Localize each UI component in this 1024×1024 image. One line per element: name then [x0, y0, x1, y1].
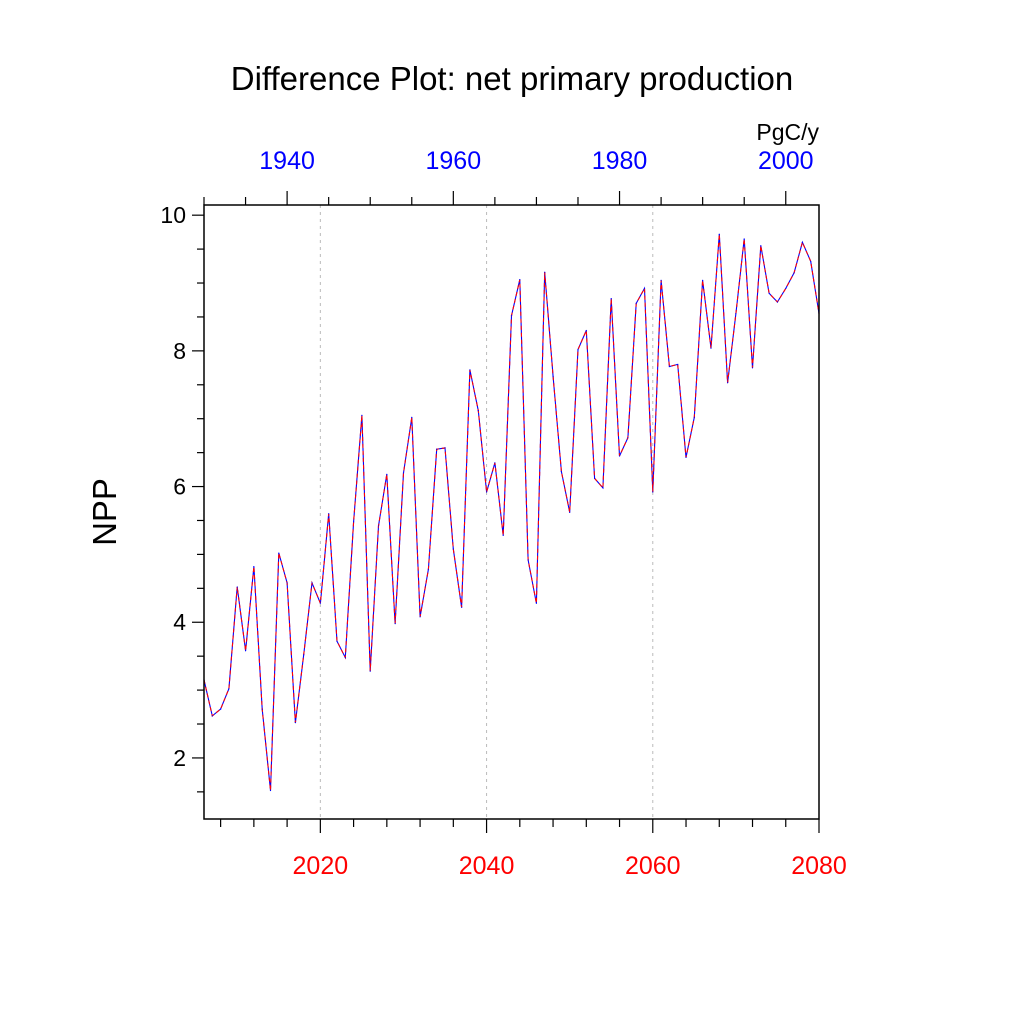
data-point [477, 409, 479, 412]
y-tick-label: 6 [173, 474, 186, 500]
data-point [286, 582, 288, 584]
x-top-tick-label: 1940 [259, 147, 315, 175]
y-tick-label: 2 [173, 745, 186, 771]
data-point [726, 382, 729, 384]
data-point [361, 414, 363, 416]
data-point [801, 241, 803, 243]
y-tick-label: 10 [160, 202, 186, 228]
data-point [336, 640, 338, 642]
x-bottom-tick-label: 2040 [459, 852, 515, 880]
data-point [627, 437, 629, 439]
data-point [602, 487, 604, 489]
data-point [328, 513, 330, 515]
data-point [278, 552, 280, 554]
data-point [211, 715, 213, 717]
data-point [760, 245, 762, 247]
data-point [693, 416, 695, 418]
data-point [236, 586, 238, 588]
data-point [527, 559, 529, 561]
plot-frame [203, 204, 820, 820]
data-point [560, 471, 562, 473]
data-point [652, 491, 654, 493]
x-top-tick-label: 1980 [592, 147, 648, 175]
data-point [303, 654, 305, 656]
chart-title: Difference Plot: net primary production [231, 60, 794, 97]
data-point [535, 602, 538, 604]
data-point [436, 448, 438, 450]
data-point [594, 477, 596, 480]
axis-ticks [192, 191, 820, 833]
data-point [577, 348, 579, 351]
series-lines [203, 233, 820, 792]
data-point [810, 260, 812, 262]
data-point [710, 347, 712, 349]
data-point [569, 511, 571, 513]
x-top-tick-label: 1960 [426, 147, 482, 175]
data-point [668, 365, 671, 368]
data-point [685, 456, 687, 458]
data-point [502, 534, 504, 537]
x-bottom-tick-label: 2080 [791, 852, 847, 880]
data-point [369, 670, 371, 672]
data-point [311, 582, 313, 584]
x-top-tick-label: 2000 [758, 147, 814, 175]
data-point [352, 521, 355, 523]
x-bottom-tick-label: 2060 [625, 852, 681, 880]
data-point [452, 548, 454, 550]
data-point [377, 525, 380, 527]
data-point [751, 367, 754, 369]
grid-lines [319, 205, 654, 819]
data-point [244, 650, 247, 652]
data-point [344, 656, 346, 659]
data-point [469, 369, 471, 371]
data-point [386, 473, 388, 475]
data-point [294, 722, 297, 724]
data-point [485, 491, 488, 493]
data-point [228, 688, 230, 690]
data-point [494, 462, 496, 464]
y-tick-label: 8 [173, 338, 186, 364]
data-point [743, 238, 745, 240]
data-point [643, 287, 646, 290]
x-bottom-tick-label: 2020 [293, 852, 349, 880]
data-point [461, 606, 463, 608]
data-point [585, 329, 587, 332]
data-point [702, 279, 704, 281]
y-tick-label: 4 [173, 609, 186, 635]
data-point [552, 376, 554, 378]
tick-labels: 2 4 6 8 10 2020 2040 2060 2080 1940 1960 1980 2000 [160, 147, 846, 880]
data-point [253, 566, 255, 568]
data-point [635, 302, 637, 304]
data-point [394, 623, 396, 625]
data-point [510, 314, 513, 317]
data-point [677, 363, 679, 366]
y-axis-label: NPP [86, 478, 123, 546]
data-point [427, 568, 429, 570]
data-point [411, 416, 413, 418]
data-point [220, 708, 222, 710]
data-point [768, 292, 770, 294]
data-point [793, 272, 795, 274]
data-point [519, 279, 521, 281]
data-point [735, 312, 737, 315]
data-point [618, 455, 621, 457]
data-point [776, 301, 779, 303]
data-point [444, 447, 446, 449]
data-point [261, 708, 263, 710]
data-point [402, 472, 405, 474]
data-point [319, 602, 321, 604]
data-point [660, 279, 662, 281]
data-point [610, 298, 612, 300]
data-point [718, 233, 720, 235]
data-point [544, 271, 546, 273]
data-point [269, 789, 272, 792]
data-point [785, 287, 787, 290]
units-label: PgC/y [756, 119, 819, 145]
series-line-blue [203, 234, 820, 791]
data-point [419, 616, 421, 618]
